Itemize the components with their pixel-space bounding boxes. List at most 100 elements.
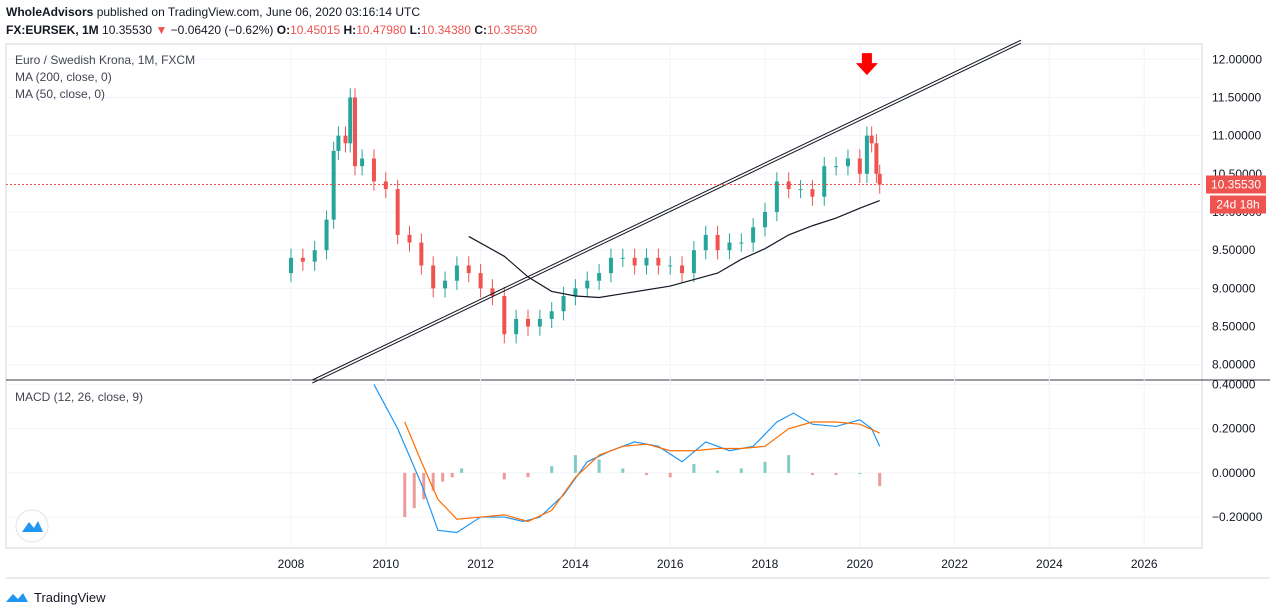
macd-histogram-bar (834, 472, 838, 476)
candle-body (561, 296, 566, 312)
candle-body (864, 135, 869, 174)
countdown-badge-bg (1210, 195, 1266, 214)
candle-body (312, 250, 317, 262)
x-tick-label: 2018 (752, 557, 779, 571)
x-tick-label: 2010 (372, 557, 399, 571)
candle-body (834, 166, 839, 168)
macd-line (373, 384, 881, 534)
price-badge: 10.35530 (1211, 178, 1261, 192)
macd-histogram-bar (763, 461, 767, 473)
ohlc-line: FX:EURSEK, 1M 10.35530 ▼ −0.06420 (−0.62… (6, 22, 537, 38)
footer-brand[interactable]: TradingView (34, 589, 106, 605)
macd-histogram-bar (716, 470, 720, 473)
x-tick-label: 2012 (467, 557, 494, 571)
candle-body (727, 242, 732, 251)
published-text: published on TradingView.com, June 06, 2… (96, 5, 421, 19)
candle-body (585, 280, 590, 289)
macd-histogram-bar (668, 472, 672, 478)
macd-histogram-bar (450, 472, 454, 478)
candle-body (419, 242, 424, 266)
ma200-line (468, 199, 880, 299)
price-badge-bg (1206, 175, 1266, 194)
macd-histogram-bar (422, 472, 426, 500)
change-value: −0.06420 (−0.62%) (170, 23, 274, 37)
publisher-line: WholeAdvisors published on TradingView.c… (6, 4, 420, 20)
macd-title: MACD (12, 26, close, 9) (15, 390, 144, 404)
candle-body (597, 273, 602, 281)
chart-title: Euro / Swedish Krona, 1M, FXCM (15, 53, 196, 67)
low-label: L: (409, 23, 421, 37)
macd-histogram-bar (550, 466, 554, 473)
candle-body (324, 219, 329, 251)
price-tick-label: 8.50000 (1212, 320, 1256, 334)
macd-histogram-bar (403, 472, 407, 518)
candle-body (573, 288, 578, 296)
open-value: 10.45015 (290, 23, 341, 37)
candle-body (348, 97, 353, 144)
price-tick-label: 9.50000 (1212, 243, 1256, 257)
candle-body (656, 257, 661, 266)
candle-body (874, 143, 879, 174)
trendline (312, 39, 1022, 381)
low-value: 10.34380 (420, 23, 471, 37)
macd-tick-label: 0.00000 (1212, 466, 1256, 480)
tradingview-logo-icon (6, 593, 28, 602)
candle-body (514, 318, 519, 335)
last-price: 10.35530 (102, 23, 153, 37)
macd-histogram-bar (621, 468, 625, 473)
candle-body (289, 257, 293, 274)
candle-body (443, 280, 448, 289)
plot-frame (5, 43, 1203, 549)
macd-histogram-bar (739, 468, 743, 473)
macd-histogram-bar (810, 472, 814, 476)
macd-histogram-bar (431, 472, 435, 491)
ma50-legend: MA (50, close, 0) (15, 87, 106, 101)
candle-body (751, 227, 756, 243)
price-legend: Euro / Swedish Krona, 1M, FXCM MA (200, … (15, 52, 195, 103)
candle-body (478, 273, 483, 289)
signal-line (404, 421, 880, 523)
candle-body (845, 158, 850, 167)
publisher-name[interactable]: WholeAdvisors (6, 5, 94, 19)
candle-body (715, 234, 720, 251)
candle-body (869, 135, 874, 144)
candle-body (352, 97, 357, 167)
macd-histogram-bar (597, 459, 601, 473)
price-tick-label: 9.00000 (1212, 281, 1256, 295)
macd-histogram-bar (412, 472, 416, 509)
macd-histogram-bar (526, 472, 530, 478)
candle-body (407, 234, 412, 243)
candle-body (857, 158, 862, 174)
x-tick-label: 2016 (657, 557, 684, 571)
candle-body (466, 265, 471, 274)
candle-body (383, 181, 388, 190)
candle-body (490, 288, 495, 296)
candle-body (537, 318, 542, 327)
macd-histogram-bar (573, 455, 577, 473)
candle-body (360, 158, 365, 167)
close-label: C: (474, 23, 487, 37)
x-tick-label: 2008 (278, 557, 305, 571)
candle-body (822, 166, 827, 197)
candle-body (798, 189, 803, 191)
candle-body (371, 158, 376, 182)
x-tick-label: 2022 (941, 557, 968, 571)
candle-body (395, 189, 400, 235)
price-tick-label: 12.00000 (1212, 52, 1262, 66)
footer: TradingView (4, 589, 106, 605)
macd-tick-label: 0.20000 (1212, 422, 1256, 436)
candle-body (810, 189, 815, 197)
candle-body (300, 257, 305, 262)
candle-body (632, 257, 637, 266)
candle-body (691, 250, 696, 274)
candle-body (680, 265, 685, 274)
open-label: O: (276, 23, 291, 37)
macd-histogram-bar (692, 464, 696, 473)
candle-body (343, 135, 348, 144)
pane-logo-icon (22, 521, 43, 532)
macd-tick-label: −0.20000 (1212, 510, 1263, 524)
candle-body (774, 181, 779, 212)
macd-histogram-bar (502, 472, 506, 480)
macd-histogram-bar (460, 468, 464, 473)
